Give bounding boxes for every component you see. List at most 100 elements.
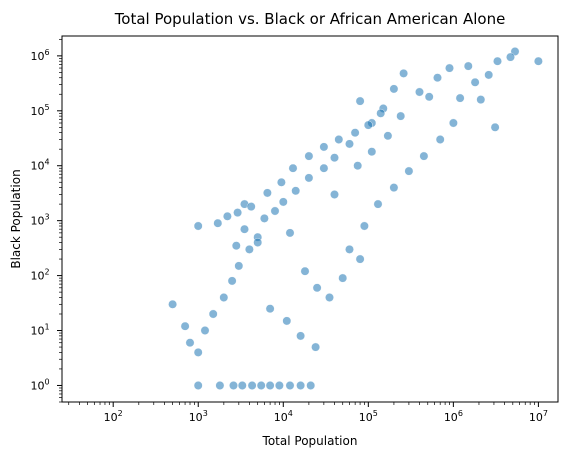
scatter-point bbox=[448, 118, 458, 128]
scatter-point bbox=[399, 68, 409, 78]
scatter-point bbox=[185, 338, 195, 348]
scatter-point bbox=[396, 111, 406, 121]
scatter-point bbox=[419, 151, 429, 161]
scatter-point bbox=[265, 381, 275, 390]
scatter-point bbox=[270, 206, 280, 216]
scatter-point bbox=[334, 135, 344, 144]
y-tick-label: 106 bbox=[30, 48, 49, 63]
scatter-point bbox=[404, 166, 414, 176]
scatter-point bbox=[389, 183, 399, 193]
scatter-point bbox=[304, 173, 314, 183]
scatter-point bbox=[325, 293, 334, 302]
plot-frame bbox=[61, 35, 559, 403]
scatter-point bbox=[373, 199, 383, 209]
scatter-point bbox=[227, 276, 237, 286]
scatter-point bbox=[219, 293, 229, 302]
scatter-point bbox=[300, 266, 310, 276]
scatter-point bbox=[338, 273, 348, 283]
scatter-point bbox=[244, 244, 254, 254]
scatter-point bbox=[355, 254, 365, 264]
scatter-point bbox=[330, 153, 339, 163]
scatter-point bbox=[278, 197, 288, 207]
scatter-point bbox=[455, 93, 465, 103]
scatter-point bbox=[247, 381, 257, 390]
scatter-point bbox=[285, 381, 295, 390]
y-tick-label: 100 bbox=[30, 377, 49, 392]
scatter-point bbox=[330, 190, 339, 199]
scatter-point bbox=[506, 52, 515, 62]
scatter-point bbox=[246, 202, 256, 212]
scatter-point bbox=[319, 142, 329, 152]
y-axis-ticks: 100 101 102 103 104 105 106 bbox=[30, 38, 62, 403]
scatter-point bbox=[229, 381, 238, 390]
scatter-point bbox=[233, 208, 243, 218]
scatter-point bbox=[353, 161, 363, 171]
scatter-point bbox=[433, 73, 442, 83]
scatter-point bbox=[240, 224, 249, 234]
scatter-point bbox=[276, 177, 286, 187]
scatter-point bbox=[490, 122, 500, 132]
scatter-point bbox=[213, 218, 223, 228]
scatter-point bbox=[193, 221, 203, 231]
scatter-point bbox=[222, 211, 232, 221]
scatter-point bbox=[424, 92, 434, 102]
scatter-point bbox=[282, 316, 292, 326]
scatter-point bbox=[389, 84, 399, 94]
plot-points bbox=[168, 47, 543, 390]
scatter-point bbox=[304, 151, 314, 161]
y-tick-label: 102 bbox=[30, 268, 49, 283]
scatter-point bbox=[345, 244, 354, 254]
chart-title: Total Population vs. Black or African Am… bbox=[114, 10, 506, 28]
scatter-point bbox=[533, 56, 543, 66]
scatter-point bbox=[180, 321, 190, 331]
scatter-point bbox=[319, 163, 329, 173]
scatter-point bbox=[208, 309, 218, 319]
scatter-point bbox=[193, 347, 203, 357]
scatter-point bbox=[445, 63, 454, 73]
scatter-point bbox=[288, 163, 298, 173]
scatter-point bbox=[435, 135, 445, 144]
x-tick-label: 106 bbox=[444, 409, 463, 424]
scatter-point bbox=[296, 331, 306, 341]
scatter-point bbox=[265, 304, 275, 314]
scatter-point bbox=[253, 238, 263, 247]
y-tick-label: 105 bbox=[30, 103, 49, 118]
scatter-point bbox=[200, 326, 210, 335]
scatter-point bbox=[476, 95, 486, 105]
scatter-point bbox=[231, 241, 241, 251]
x-axis-label: Total Population bbox=[262, 434, 358, 448]
scatter-point bbox=[168, 299, 178, 309]
scatter-point bbox=[355, 96, 365, 106]
scatter-point bbox=[237, 381, 247, 390]
x-tick-label: 104 bbox=[274, 409, 293, 424]
x-tick-label: 107 bbox=[529, 409, 548, 424]
scatter-point bbox=[470, 77, 480, 87]
scatter-point bbox=[311, 342, 321, 352]
x-tick-label: 103 bbox=[189, 409, 208, 424]
scatter-point bbox=[306, 381, 316, 390]
x-tick-label: 105 bbox=[359, 409, 378, 424]
y-tick-label: 104 bbox=[30, 158, 49, 173]
scatter-point bbox=[383, 131, 393, 141]
scatter-point bbox=[312, 283, 322, 293]
scatter-point bbox=[291, 186, 301, 196]
scatter-point bbox=[262, 188, 272, 198]
scatter-point bbox=[215, 381, 225, 390]
scatter-point bbox=[256, 381, 266, 390]
scatter-point bbox=[367, 147, 377, 157]
scatter-point bbox=[285, 228, 295, 238]
scatter-point bbox=[345, 139, 354, 149]
x-axis-ticks: 102 103 104 105 106 107 bbox=[68, 402, 548, 424]
scatter-point bbox=[350, 128, 360, 138]
scatter-point bbox=[259, 213, 269, 223]
scatter-point bbox=[359, 221, 369, 231]
y-tick-label: 103 bbox=[30, 213, 49, 228]
scatter-point bbox=[193, 381, 203, 390]
scatter-point bbox=[274, 381, 284, 390]
scatter-point bbox=[493, 56, 502, 66]
scatter-point bbox=[484, 70, 494, 80]
y-axis-label: Black Population bbox=[9, 169, 23, 268]
scatter-point bbox=[415, 87, 424, 97]
scatter-point bbox=[363, 120, 373, 130]
